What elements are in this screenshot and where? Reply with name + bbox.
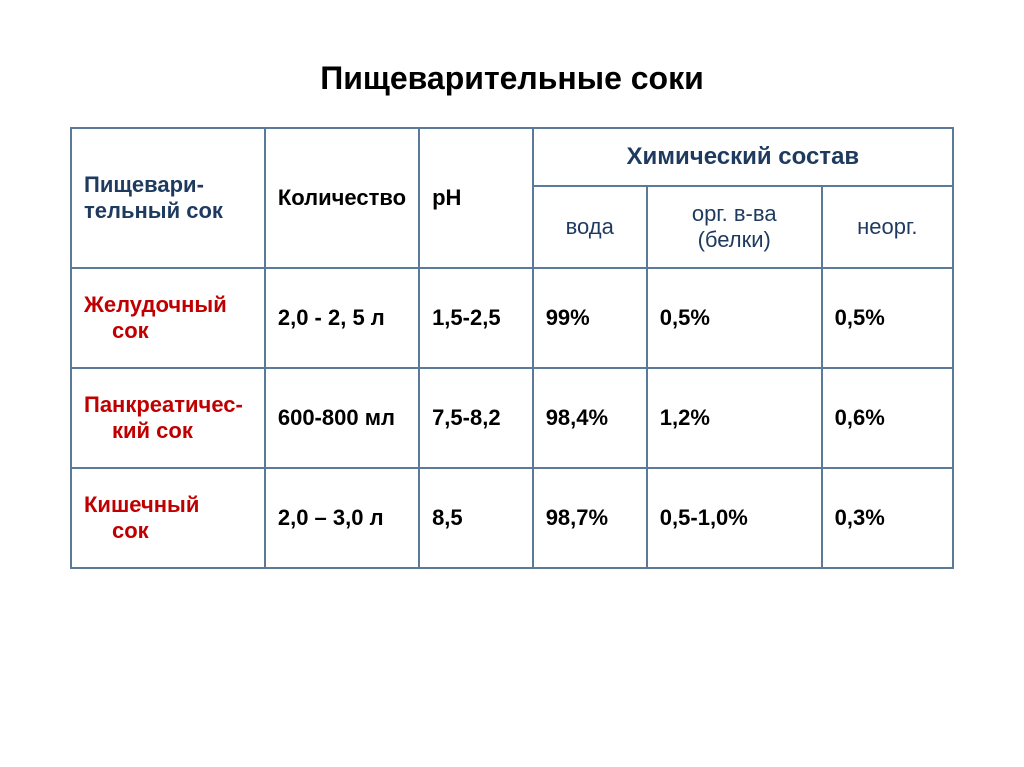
table-row: Панкреатичес- кий сок 600-800 мл 7,5-8,2… — [71, 368, 953, 468]
header-juice-line2: тельный сок — [84, 198, 223, 223]
cell-inorg: 0,3% — [822, 468, 953, 568]
row-label-line2: кий сок — [112, 418, 252, 444]
row-label-line1: Кишечный — [84, 492, 199, 517]
cell-ph: 8,5 — [419, 468, 533, 568]
header-chemical: Химический состав — [533, 128, 953, 186]
cell-inorg: 0,6% — [822, 368, 953, 468]
row-label-gastric: Желудочный сок — [71, 268, 265, 368]
cell-ph: 7,5-8,2 — [419, 368, 533, 468]
cell-ph: 1,5-2,5 — [419, 268, 533, 368]
row-label-line1: Желудочный — [84, 292, 227, 317]
digestive-juices-table: Пищевари- тельный сок Количество рН Хими… — [70, 127, 954, 569]
row-label-line1: Панкреатичес- — [84, 392, 243, 417]
row-label-line2: сок — [112, 318, 252, 344]
cell-quantity: 2,0 – 3,0 л — [265, 468, 419, 568]
cell-water: 98,7% — [533, 468, 647, 568]
cell-water: 98,4% — [533, 368, 647, 468]
page-title: Пищеварительные соки — [70, 60, 954, 97]
cell-water: 99% — [533, 268, 647, 368]
cell-inorg: 0,5% — [822, 268, 953, 368]
subheader-org-line2: (белки) — [698, 227, 771, 252]
cell-org: 1,2% — [647, 368, 822, 468]
table-row: Кишечный сок 2,0 – 3,0 л 8,5 98,7% 0,5-1… — [71, 468, 953, 568]
header-quantity: Количество — [265, 128, 419, 268]
header-juice-line1: Пищевари- — [84, 172, 204, 197]
row-label-pancreatic: Панкреатичес- кий сок — [71, 368, 265, 468]
cell-quantity: 2,0 - 2, 5 л — [265, 268, 419, 368]
table-row: Желудочный сок 2,0 - 2, 5 л 1,5-2,5 99% … — [71, 268, 953, 368]
cell-org: 0,5-1,0% — [647, 468, 822, 568]
header-ph: рН — [419, 128, 533, 268]
subheader-inorganic: неорг. — [822, 186, 953, 268]
subheader-org-line1: орг. в-ва — [692, 201, 777, 226]
cell-org: 0,5% — [647, 268, 822, 368]
row-label-intestinal: Кишечный сок — [71, 468, 265, 568]
header-juice: Пищевари- тельный сок — [71, 128, 265, 268]
subheader-organic: орг. в-ва (белки) — [647, 186, 822, 268]
row-label-line2: сок — [112, 518, 252, 544]
cell-quantity: 600-800 мл — [265, 368, 419, 468]
subheader-water: вода — [533, 186, 647, 268]
